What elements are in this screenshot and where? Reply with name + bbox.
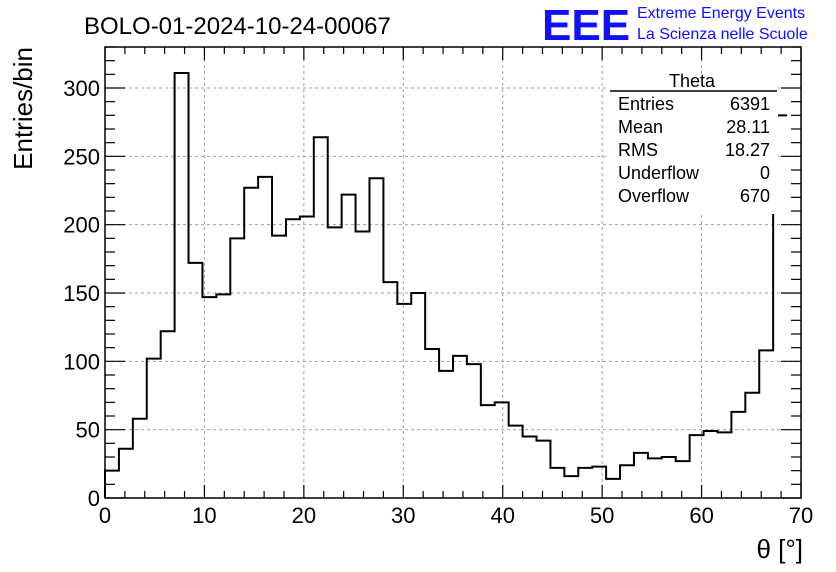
logo-line1: Extreme Energy Events xyxy=(637,5,805,22)
y-tick-label: 150 xyxy=(63,281,100,306)
y-axis-title: Entries/bin xyxy=(8,47,38,170)
y-tick-label: 250 xyxy=(63,144,100,169)
axis-ticks xyxy=(104,46,802,499)
y-tick-label: 100 xyxy=(63,349,100,374)
x-tick-label: 50 xyxy=(590,503,614,528)
stats-box-title: Theta xyxy=(669,71,716,91)
x-tick-label: 60 xyxy=(689,503,713,528)
eee-logo: EEE Extreme Energy Events La Scienza nel… xyxy=(542,1,808,50)
stats-value: 18.27 xyxy=(725,140,770,160)
y-tick-label: 50 xyxy=(76,418,100,443)
x-axis-title: θ [°] xyxy=(756,534,803,564)
x-tick-label: 30 xyxy=(391,503,415,528)
stats-label: RMS xyxy=(618,140,658,160)
x-tick-label: 20 xyxy=(292,503,316,528)
chart-title: BOLO-01-2024-10-24-00067 xyxy=(84,13,391,40)
plot-frame xyxy=(104,46,802,499)
stats-box-background xyxy=(608,74,778,214)
y-tick-label: 0 xyxy=(88,486,100,511)
histogram-series xyxy=(104,71,788,498)
stats-value: 6391 xyxy=(730,94,770,114)
stats-box: Theta Entries 6391 Mean 28.11 RMS 18.27 Underf… xyxy=(608,71,778,214)
axis-tick-labels: 0 10 20 30 40 50 60 70 0 50 100 150 200 250 300 xyxy=(63,76,813,528)
x-tick-label: 10 xyxy=(192,503,216,528)
y-tick-label: 300 xyxy=(63,76,100,101)
logo-line2: La Scienza nelle Scuole xyxy=(637,26,808,43)
logo-mark: EEE xyxy=(542,1,630,50)
stats-label: Entries xyxy=(618,94,674,114)
stats-value: 0 xyxy=(760,163,770,183)
stats-label: Mean xyxy=(618,117,663,137)
stats-value: 670 xyxy=(740,186,770,206)
stats-label: Overflow xyxy=(618,186,690,206)
y-tick-label: 200 xyxy=(63,213,100,238)
stats-value: 28.11 xyxy=(726,117,770,137)
x-tick-label: 40 xyxy=(490,503,514,528)
x-tick-label: 0 xyxy=(99,503,111,528)
x-tick-label: 70 xyxy=(789,503,813,528)
stats-label: Underflow xyxy=(618,163,700,183)
